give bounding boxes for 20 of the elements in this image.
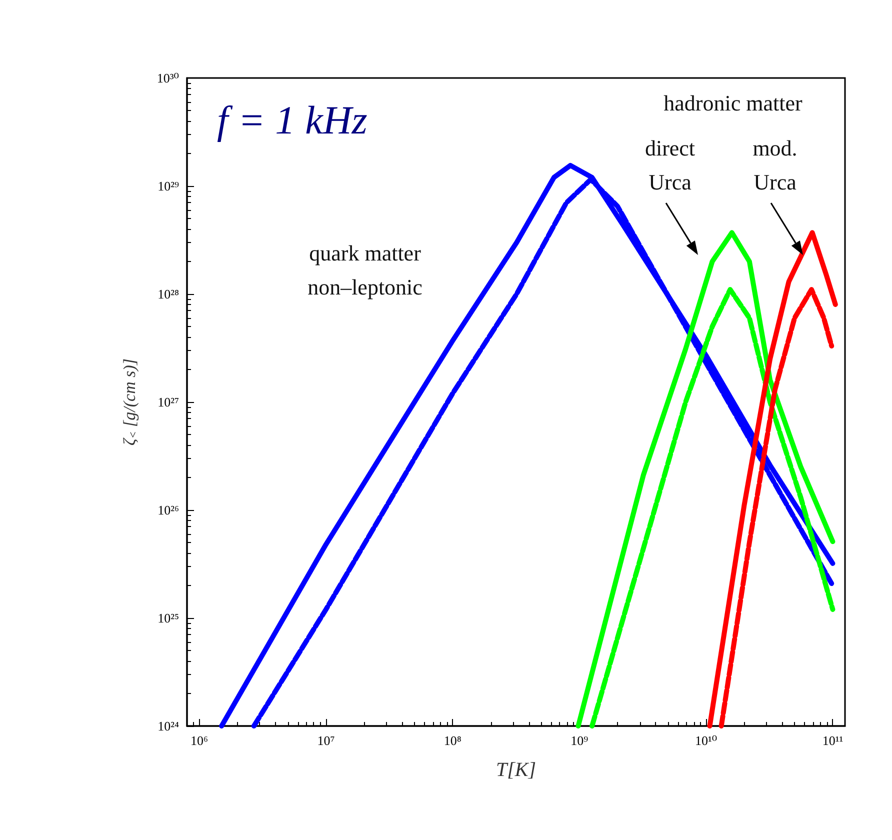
x-tick-label: 10⁶	[190, 733, 208, 748]
annotation: f = 1 kHz	[217, 98, 368, 142]
x-tick-label: 10¹¹	[822, 733, 844, 748]
annotation: mod. Urca	[752, 136, 798, 194]
x-tick-label: 10⁸	[444, 733, 462, 748]
y-tick-label: 10²⁶	[158, 502, 179, 518]
x-tick-label: 10⁹	[570, 733, 589, 748]
y-tick-label: 10²⁴	[158, 718, 180, 734]
annotation: hadronic matter	[664, 90, 803, 116]
annotation: quark matter non–leptonic	[308, 240, 423, 300]
y-axis-title: ζ< [g/(cm s)]	[120, 358, 140, 446]
y-tick-label: 10²⁸	[158, 286, 180, 302]
y-tick-label: 10³⁰	[156, 70, 179, 86]
x-tick-label: 10¹⁰	[694, 733, 718, 748]
annotation: direct Urca	[644, 136, 696, 194]
x-axis-title: T[K]	[496, 759, 536, 781]
y-tick-label: 10²⁹	[158, 178, 180, 194]
x-tick-label: 10⁷	[317, 733, 335, 748]
y-tick-label: 10²⁵	[158, 610, 179, 626]
y-tick-label: 10²⁷	[158, 394, 179, 410]
